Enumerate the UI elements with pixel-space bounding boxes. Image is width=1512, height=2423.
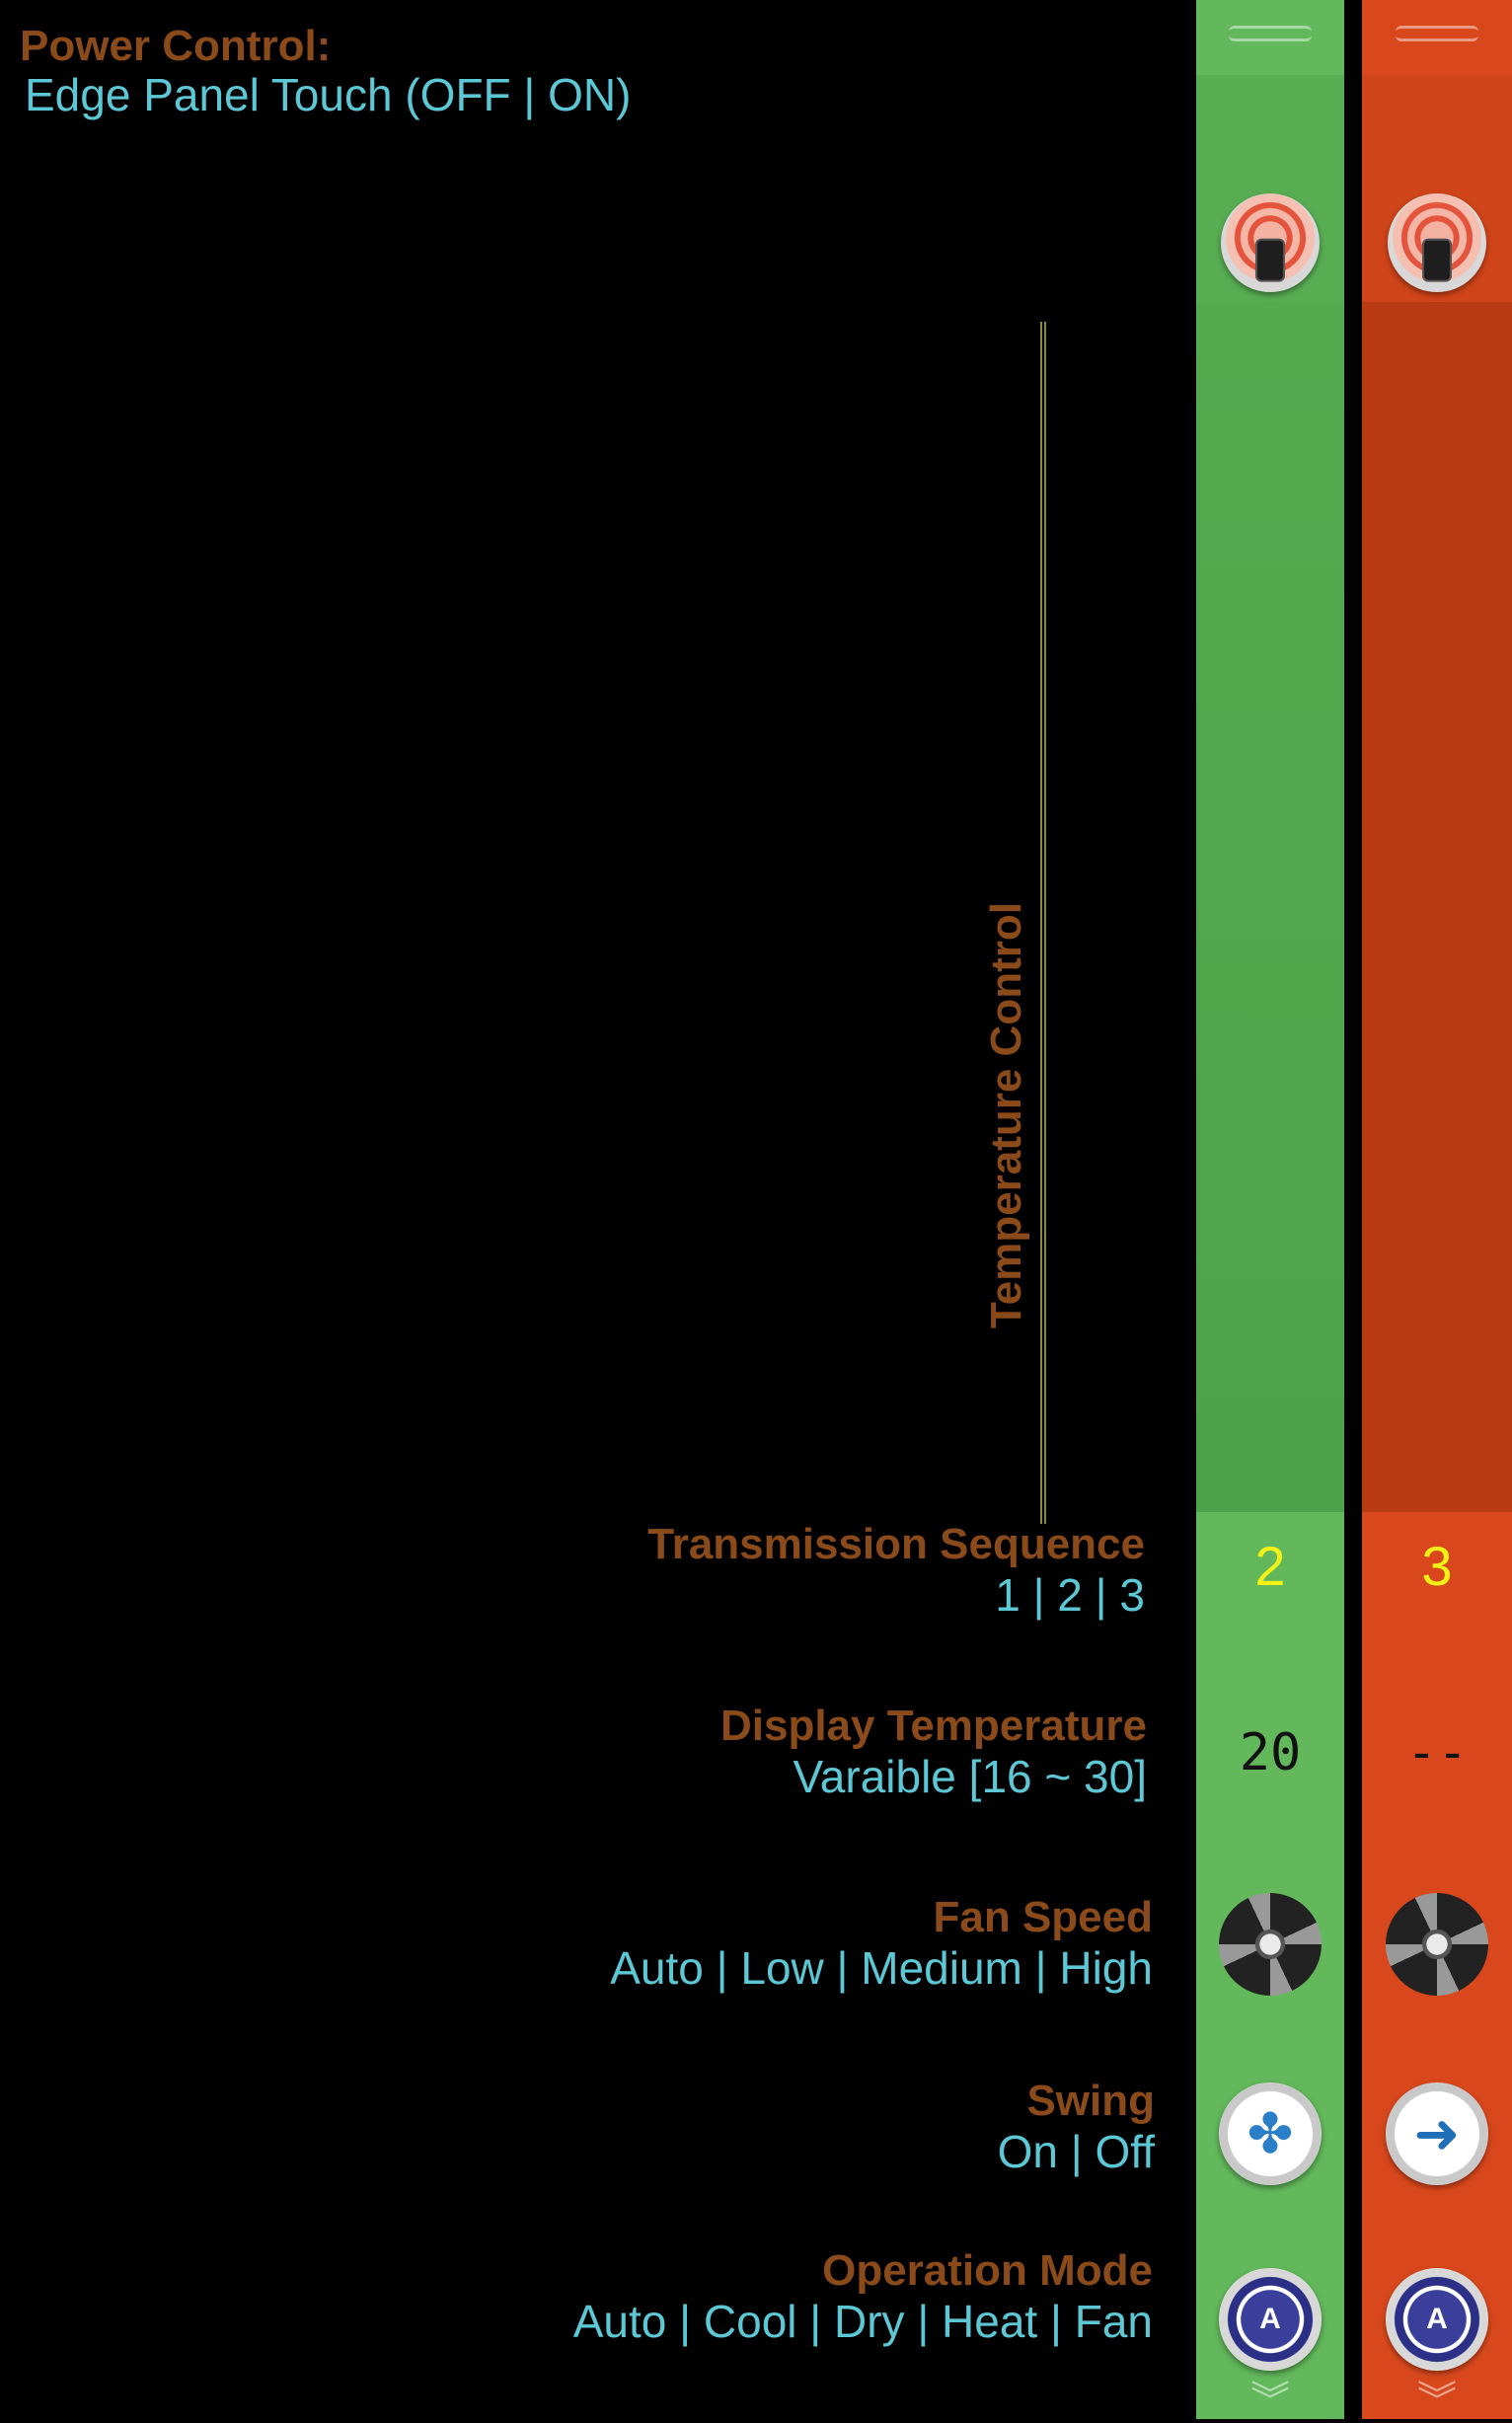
fan-speed-icon[interactable] (1386, 1893, 1488, 1996)
display-temperature-value[interactable]: -- (1405, 1723, 1469, 1782)
swing-fan-icon[interactable]: ✤ (1219, 2082, 1322, 2185)
temperature-slider-track[interactable] (1196, 302, 1344, 1512)
fan-speed-icon[interactable] (1219, 1893, 1322, 1996)
transmission-sequence-title: Transmission Sequence (647, 1520, 1145, 1568)
temperature-control-title: Temperature Control (982, 902, 1030, 1328)
remote-power-icon[interactable] (1388, 193, 1486, 292)
chevron-down-icon: ︾ (1417, 2380, 1457, 2423)
fan-speed-values: Auto | Low | Medium | High (610, 1942, 1153, 1994)
swing-title: Swing (1026, 2077, 1155, 2125)
operation-mode-title: Operation Mode (822, 2246, 1153, 2295)
transmission-sequence-value[interactable]: 2 (1254, 1535, 1286, 1597)
panel-handle-icon[interactable] (1229, 26, 1312, 41)
auto-mode-icon[interactable]: A (1386, 2268, 1488, 2371)
transmission-sequence-values: 1 | 2 | 3 (995, 1569, 1145, 1621)
panel-handle-icon[interactable] (1396, 26, 1478, 41)
transmission-sequence-value[interactable]: 3 (1421, 1535, 1453, 1597)
display-temperature-value[interactable]: 20 (1239, 1723, 1302, 1782)
swing-values: On | Off (997, 2126, 1155, 2177)
power-control-desc: Edge Panel Touch (OFF | ON) (25, 69, 632, 120)
temperature-divider-line (1040, 322, 1046, 1524)
operation-mode-values: Auto | Cool | Dry | Heat | Fan (572, 2296, 1153, 2347)
auto-mode-icon[interactable]: A (1219, 2268, 1322, 2371)
edge-panel-orange[interactable]: 3 -- ➜ A ︾ (1362, 0, 1512, 2423)
chevron-down-icon: ︾ (1250, 2380, 1290, 2423)
remote-power-icon[interactable] (1221, 193, 1320, 292)
fan-speed-title: Fan Speed (933, 1893, 1154, 1941)
edge-panel-green[interactable]: 2 20 ✤ A ︾ (1196, 0, 1344, 2423)
display-temperature-title: Display Temperature (719, 1702, 1147, 1750)
swing-arrow-icon[interactable]: ➜ (1386, 2082, 1488, 2185)
display-temperature-values: Varaible [16 ~ 30] (793, 1751, 1147, 1802)
temperature-slider-track[interactable] (1362, 302, 1512, 1512)
power-control-title: Power Control: (20, 22, 332, 70)
